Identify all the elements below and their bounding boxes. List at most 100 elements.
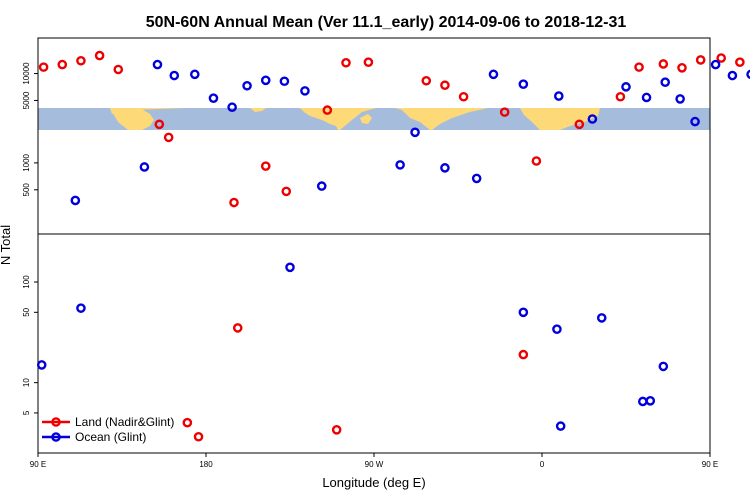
ocean-point: [552, 324, 562, 334]
axes-layer: 90 E 180 90 W 0 90 E 500 1000 5000 10000 5 10 50 100: [22, 62, 718, 469]
map-land-island: [360, 114, 372, 124]
ocean-point: [645, 396, 656, 406]
land-point: [94, 50, 105, 61]
ocean-point: [555, 421, 566, 431]
lower-y-tick-label: 5: [22, 410, 31, 415]
ocean-point: [554, 91, 564, 101]
upper-y-tick-label: 5000: [22, 91, 31, 109]
land-point: [76, 55, 86, 66]
land-point: [113, 64, 124, 75]
legend-label-ocean: Ocean (Glint): [75, 430, 146, 444]
land-point: [322, 105, 333, 115]
map-band: [38, 108, 710, 130]
land-point: [229, 197, 239, 208]
land-point: [163, 132, 174, 143]
ocean-point: [710, 59, 721, 70]
legend-marker-land: [51, 417, 61, 427]
x-axis-label: Longitude (deg E): [322, 475, 425, 490]
land-point: [531, 156, 542, 166]
map-land-eurasia: [520, 108, 600, 130]
map-ocean-region: [38, 108, 338, 130]
land-point: [281, 186, 292, 197]
chart-title: 50N-60N Annual Mean (Ver 11.1_early) 201…: [146, 14, 627, 31]
land-point: [331, 425, 342, 435]
land-point: [574, 119, 585, 130]
ocean-point: [621, 82, 631, 92]
ocean-point: [638, 396, 648, 407]
ocean-point: [242, 80, 252, 91]
ocean-point: [70, 195, 81, 206]
ocean-point: [316, 181, 327, 191]
x-tick-label: 180: [199, 460, 213, 469]
ocean-point: [658, 361, 669, 372]
land-point: [634, 62, 644, 72]
ocean-point: [227, 102, 237, 113]
ocean-point: [395, 160, 405, 170]
land-point: [695, 55, 706, 65]
land-point: [440, 80, 450, 91]
land-point: [499, 107, 510, 117]
x-tick-label: 90 E: [30, 460, 46, 469]
ocean-point: [285, 262, 295, 273]
ocean-point: [587, 114, 598, 124]
land-point: [341, 57, 351, 68]
land-point: [38, 62, 49, 72]
ocean-point: [410, 127, 420, 138]
ocean-point: [518, 79, 529, 90]
land-point: [658, 59, 669, 69]
ocean-point: [727, 70, 738, 81]
land-point: [57, 59, 68, 70]
ocean-point: [660, 77, 671, 88]
lower-y-tick-label: 100: [22, 275, 31, 289]
points-layer: [36, 50, 750, 442]
ocean-point: [36, 360, 47, 370]
ocean-point: [471, 173, 482, 184]
land-point: [260, 161, 271, 171]
y-axis-label: N Total: [0, 225, 13, 265]
legend: Land (Nadir&Glint)Ocean (Glint): [42, 415, 174, 444]
x-tick-label: 90 E: [702, 460, 718, 469]
ocean-point: [152, 59, 163, 70]
ocean-point: [279, 76, 290, 87]
upper-y-tick-label: 500: [22, 183, 31, 197]
x-tick-label: 0: [540, 460, 545, 469]
ocean-point: [300, 86, 310, 96]
x-tick-label: 90 W: [365, 460, 384, 469]
land-point: [716, 53, 727, 63]
lower-y-tick-label: 50: [22, 307, 31, 316]
upper-y-tick-label: 1000: [22, 153, 31, 171]
ocean-point: [746, 69, 750, 80]
land-point: [154, 119, 165, 130]
lower-y-tick-label: 10: [22, 378, 31, 387]
land-point: [458, 91, 469, 102]
land-point: [421, 75, 432, 86]
ocean-point: [189, 69, 200, 80]
land-point: [615, 91, 626, 102]
ocean-point: [518, 307, 529, 318]
land-point: [518, 349, 529, 360]
land-point: [677, 62, 687, 73]
ocean-point: [139, 162, 150, 172]
ocean-point: [641, 92, 652, 103]
land-point: [193, 431, 204, 442]
upper-y-tick-label: 10000: [22, 62, 31, 85]
map-land-americas: [110, 108, 154, 130]
ocean-point: [76, 303, 86, 313]
land-point: [363, 57, 374, 67]
ocean-point: [488, 69, 499, 80]
legend-label-land: Land (Nadir&Glint): [75, 415, 174, 429]
ocean-point: [169, 70, 180, 81]
land-point: [232, 323, 243, 333]
land-point: [182, 417, 193, 428]
ocean-point: [596, 313, 607, 323]
ocean-point: [675, 94, 685, 104]
land-point: [735, 57, 745, 67]
upper-panel-frame: [37, 37, 711, 235]
ocean-point: [690, 116, 700, 127]
ocean-point: [208, 93, 219, 103]
ocean-point: [440, 163, 450, 173]
map-ocean-pacific: [340, 108, 430, 130]
legend-marker-ocean: [51, 432, 61, 442]
ocean-point: [260, 75, 271, 86]
